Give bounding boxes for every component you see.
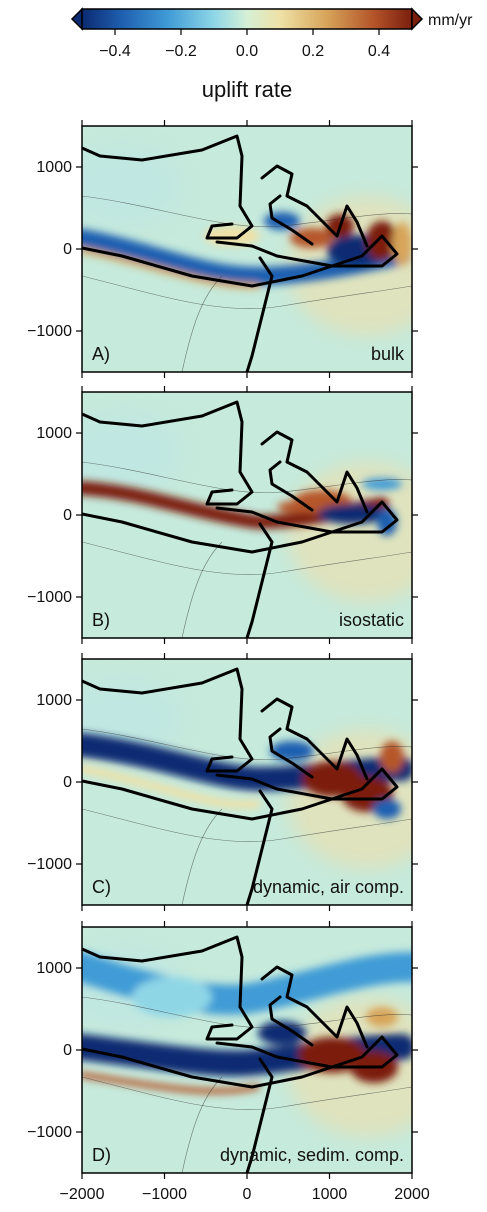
x-tick-label: −2000 bbox=[60, 1186, 105, 1203]
uplift-anomaly bbox=[366, 221, 398, 261]
boundary-outline bbox=[82, 935, 399, 1089]
contour-line bbox=[181, 541, 223, 638]
x-tick-label: 0 bbox=[243, 1186, 252, 1203]
panel-label: B) bbox=[92, 610, 110, 630]
panel-corner-label: isostatic bbox=[339, 610, 404, 630]
panel-corner-label: dynamic, sedim. comp. bbox=[220, 1145, 404, 1165]
colorbar-tick-label: 0.4 bbox=[368, 43, 390, 60]
uplift-field bbox=[82, 400, 412, 638]
uplift-band bbox=[82, 733, 412, 792]
contour-line bbox=[82, 461, 412, 493]
colorbar-title: uplift rate bbox=[202, 77, 293, 102]
uplift-anomaly bbox=[366, 1007, 398, 1027]
y-tick-label: 0 bbox=[63, 774, 72, 791]
colorbar: −0.4 −0.2 0.0 0.2 0.4 mm/yr uplift rate bbox=[70, 7, 473, 102]
panel-corner-label: dynamic, air comp. bbox=[253, 877, 404, 897]
y-tick-label: −1000 bbox=[27, 323, 72, 340]
colorbar-tick-label: 0.2 bbox=[302, 43, 324, 60]
y-tick-label: 1000 bbox=[36, 159, 72, 176]
colorbar-tick-label: −0.2 bbox=[165, 43, 197, 60]
uplift-anomaly bbox=[264, 212, 300, 230]
boundary-outline bbox=[260, 965, 369, 1049]
uplift-band bbox=[82, 765, 261, 809]
uplift-field bbox=[82, 935, 412, 1173]
colorbar-min-arrow bbox=[70, 7, 83, 31]
boundary-outline bbox=[82, 667, 399, 821]
y-tick-label: 1000 bbox=[36, 692, 72, 709]
contour-line bbox=[181, 275, 223, 372]
contour-line bbox=[82, 728, 412, 760]
boundary-outline bbox=[245, 789, 274, 905]
panel-label: C) bbox=[92, 877, 111, 897]
uplift-anomaly bbox=[392, 222, 412, 266]
boundary-outline bbox=[245, 522, 274, 638]
contour-line bbox=[181, 1076, 223, 1173]
contour-line bbox=[82, 1076, 412, 1110]
uplift-anomaly bbox=[277, 501, 317, 513]
contour-line bbox=[82, 996, 412, 1028]
boundary-outline bbox=[260, 164, 369, 248]
y-tick-label: 1000 bbox=[36, 425, 72, 442]
uplift-anomaly bbox=[290, 228, 334, 248]
uplift-field bbox=[82, 134, 412, 372]
contour-line bbox=[181, 808, 223, 905]
x-tick-label: 1000 bbox=[312, 1186, 348, 1203]
panel-a: 1000 0 −1000 A) bulk bbox=[27, 120, 418, 378]
y-tick-label: −1000 bbox=[27, 1124, 72, 1141]
uplift-anomaly bbox=[380, 741, 404, 773]
panel-c: 1000 0 −1000 C) dynamic, air comp. bbox=[27, 653, 418, 911]
panel-d: 1000 0 −1000 D) dynamic, sedim. comp. −2000 −1… bbox=[27, 921, 430, 1203]
colorbar-max-arrow bbox=[411, 7, 424, 31]
y-tick-label: 0 bbox=[63, 1042, 72, 1059]
uplift-anomaly bbox=[132, 977, 212, 1017]
colorbar-tick-label: 0.0 bbox=[236, 43, 258, 60]
boundary-outline bbox=[245, 256, 274, 372]
uplift-field bbox=[82, 667, 412, 905]
contour-line bbox=[82, 808, 412, 842]
uplift-anomaly bbox=[373, 799, 401, 819]
uplift-anomaly bbox=[258, 1021, 306, 1045]
boundary-outline bbox=[260, 697, 369, 781]
contour-line bbox=[82, 541, 412, 575]
uplift-band bbox=[82, 952, 412, 1015]
colorbar-bar bbox=[81, 8, 413, 30]
boundary-outline bbox=[245, 1057, 274, 1173]
x-tick-label: −1000 bbox=[142, 1186, 187, 1203]
panel-corner-label: bulk bbox=[371, 344, 405, 364]
contour-line bbox=[82, 195, 412, 227]
y-tick-label: 0 bbox=[63, 241, 72, 258]
panel-label: A) bbox=[92, 344, 110, 364]
y-tick-label: 1000 bbox=[36, 960, 72, 977]
colorbar-unit: mm/yr bbox=[428, 12, 473, 29]
y-tick-label: −1000 bbox=[27, 856, 72, 873]
colorbar-tick-label: −0.4 bbox=[99, 43, 131, 60]
boundary-outline bbox=[260, 430, 369, 514]
x-tick-label: 2000 bbox=[394, 1186, 430, 1203]
y-tick-label: −1000 bbox=[27, 589, 72, 606]
uplift-band bbox=[82, 1072, 260, 1095]
uplift-anomaly bbox=[318, 504, 386, 524]
panel-b: 1000 0 −1000 B) isostatic bbox=[27, 386, 418, 644]
y-tick-label: 0 bbox=[63, 507, 72, 524]
boundary-outline bbox=[82, 134, 399, 288]
panel-label: D) bbox=[92, 1145, 111, 1165]
boundary-outline bbox=[82, 400, 399, 554]
contour-line bbox=[82, 275, 412, 309]
